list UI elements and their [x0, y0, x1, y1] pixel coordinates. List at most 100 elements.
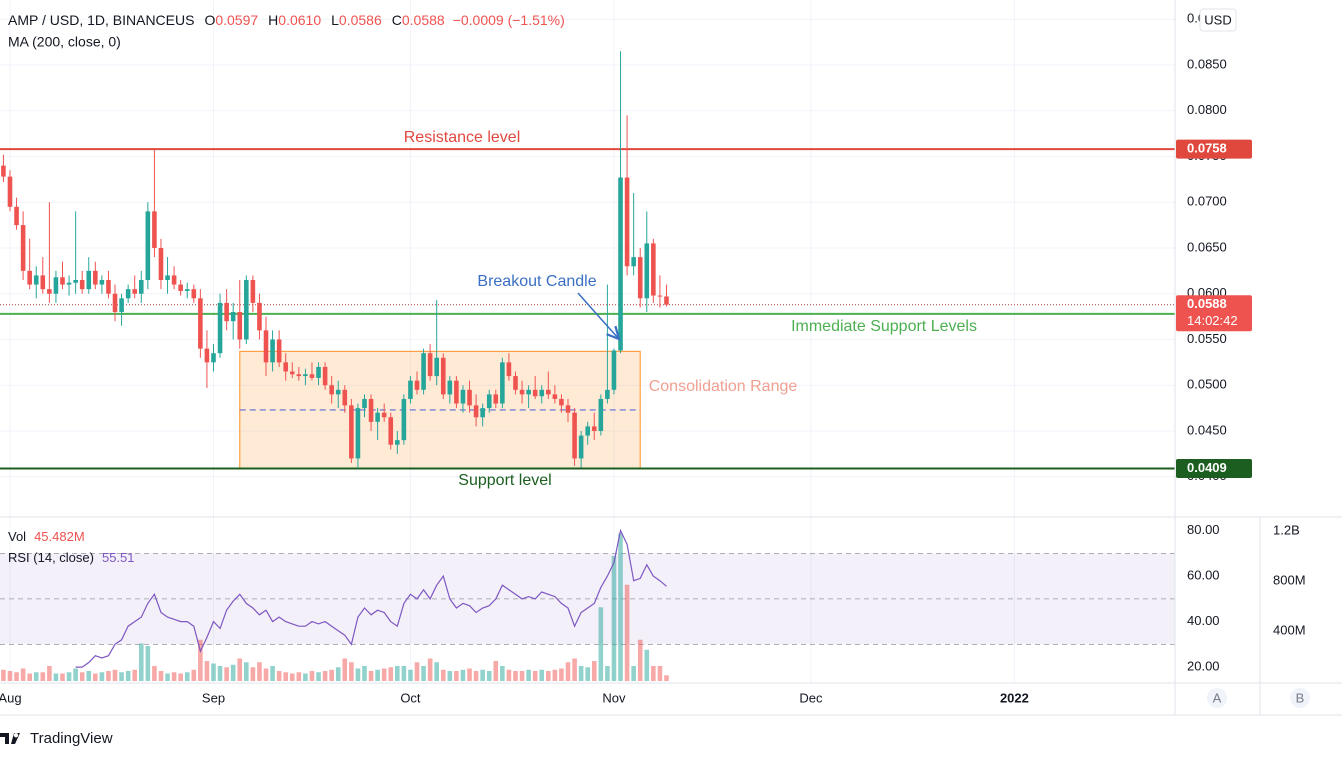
volume-bar — [618, 533, 623, 681]
volume-bar — [611, 556, 617, 681]
candle-body — [408, 380, 413, 399]
candle-body — [631, 257, 636, 267]
candle-body — [289, 371, 295, 375]
volume-bar — [598, 607, 604, 681]
candle-body — [27, 270, 32, 285]
candle-body — [467, 389, 472, 406]
y-tick-label: 0.0800 — [1187, 102, 1227, 117]
volume-bar — [112, 669, 118, 681]
volume-bar — [349, 662, 354, 681]
volume-bar — [152, 666, 157, 681]
volume-bar — [631, 666, 636, 681]
candle-body — [119, 298, 124, 313]
volume-bar — [454, 671, 459, 681]
x-tick-label: Nov — [602, 690, 626, 705]
breakout-arrow — [577, 292, 619, 339]
candle-body — [276, 339, 282, 363]
h-label: H — [268, 12, 278, 28]
h-value: 0.0610 — [278, 12, 321, 28]
candle-body — [33, 275, 39, 285]
volume-bar — [165, 673, 170, 681]
candle-body — [342, 389, 348, 406]
volume-bar — [591, 661, 597, 681]
o-label: O — [204, 12, 215, 28]
scale-b-button[interactable] — [1290, 688, 1310, 708]
volume-bar — [211, 663, 216, 681]
candle-body — [224, 302, 229, 322]
candle-body — [460, 389, 466, 404]
scale-a-button[interactable] — [1207, 688, 1227, 708]
volume-bar — [237, 658, 243, 681]
candle-body — [204, 348, 210, 363]
volume-bar — [493, 661, 499, 681]
candle-body — [651, 243, 656, 296]
candle-body — [401, 398, 407, 441]
candle-body — [211, 353, 216, 363]
rsi-tick-label: 20.00 — [1187, 659, 1220, 674]
volume-bar — [40, 672, 46, 681]
volume-bar — [427, 658, 433, 681]
candle-body — [309, 374, 315, 378]
candle-body — [106, 280, 111, 294]
rsi-value: 55.51 — [102, 550, 135, 565]
candle-body — [40, 275, 46, 290]
volume-bar — [309, 671, 315, 681]
candle-body — [585, 426, 590, 436]
symbol: AMP / USD, 1D, BINANCEUS — [8, 12, 194, 28]
volume-bar — [27, 673, 32, 681]
candle-body — [198, 298, 203, 349]
currency-button[interactable] — [1199, 8, 1237, 32]
price-badge-label: 0.0588 — [1187, 296, 1227, 311]
volume-bar — [329, 669, 334, 681]
volume-bar — [473, 671, 479, 681]
volume-tick-label: 800M — [1273, 572, 1306, 587]
volume-tick-label: 400M — [1273, 622, 1306, 637]
x-tick-label: 2022 — [1000, 690, 1029, 705]
y-tick-label: 0.0550 — [1187, 331, 1227, 346]
volume-bar — [395, 666, 400, 681]
candle-body — [624, 177, 630, 267]
candle-body — [454, 380, 459, 404]
volume-bar — [303, 673, 308, 681]
candle-body — [539, 389, 545, 397]
volume-bar — [500, 666, 505, 681]
volume-bar — [99, 672, 105, 681]
candle-body — [165, 275, 170, 281]
candle-body — [368, 398, 374, 422]
volume-bar — [637, 639, 643, 681]
candle-body — [132, 289, 138, 294]
volume-bar — [178, 673, 183, 681]
breakout-label: Breakout Candle — [477, 273, 596, 290]
candle-body — [335, 389, 341, 395]
resistance-label: Resistance level — [404, 129, 521, 146]
candle-body — [244, 280, 249, 340]
volume-bar — [532, 671, 538, 681]
candle-body — [217, 302, 223, 354]
volume-bar — [257, 662, 262, 681]
x-tick-label: Oct — [400, 690, 421, 705]
candle-body — [283, 362, 289, 372]
candle-body — [355, 408, 361, 459]
y-tick-label: 0.0850 — [1187, 56, 1227, 71]
volume-bar — [283, 672, 289, 681]
volume-bar — [125, 671, 131, 681]
volume-bar — [375, 669, 380, 681]
candle-body — [637, 257, 643, 299]
candle-body — [66, 282, 72, 285]
y-tick-label: 0.0700 — [1187, 194, 1227, 209]
candle-body — [546, 389, 551, 395]
volume-bar — [585, 667, 590, 681]
candle-body — [152, 211, 157, 248]
rsi-tick-label: 80.00 — [1187, 522, 1220, 537]
volume-bar — [263, 668, 269, 681]
volume-bar — [191, 669, 197, 681]
volume-bar — [559, 668, 564, 681]
volume-bar — [244, 662, 249, 681]
brand-logo — [0, 733, 20, 744]
support-label: Support level — [458, 472, 551, 489]
volume-tick-label: 1.2B — [1273, 522, 1300, 537]
volume-bar — [408, 669, 413, 681]
vol-value: 45.482M — [34, 529, 85, 544]
volume-bar — [447, 671, 453, 681]
